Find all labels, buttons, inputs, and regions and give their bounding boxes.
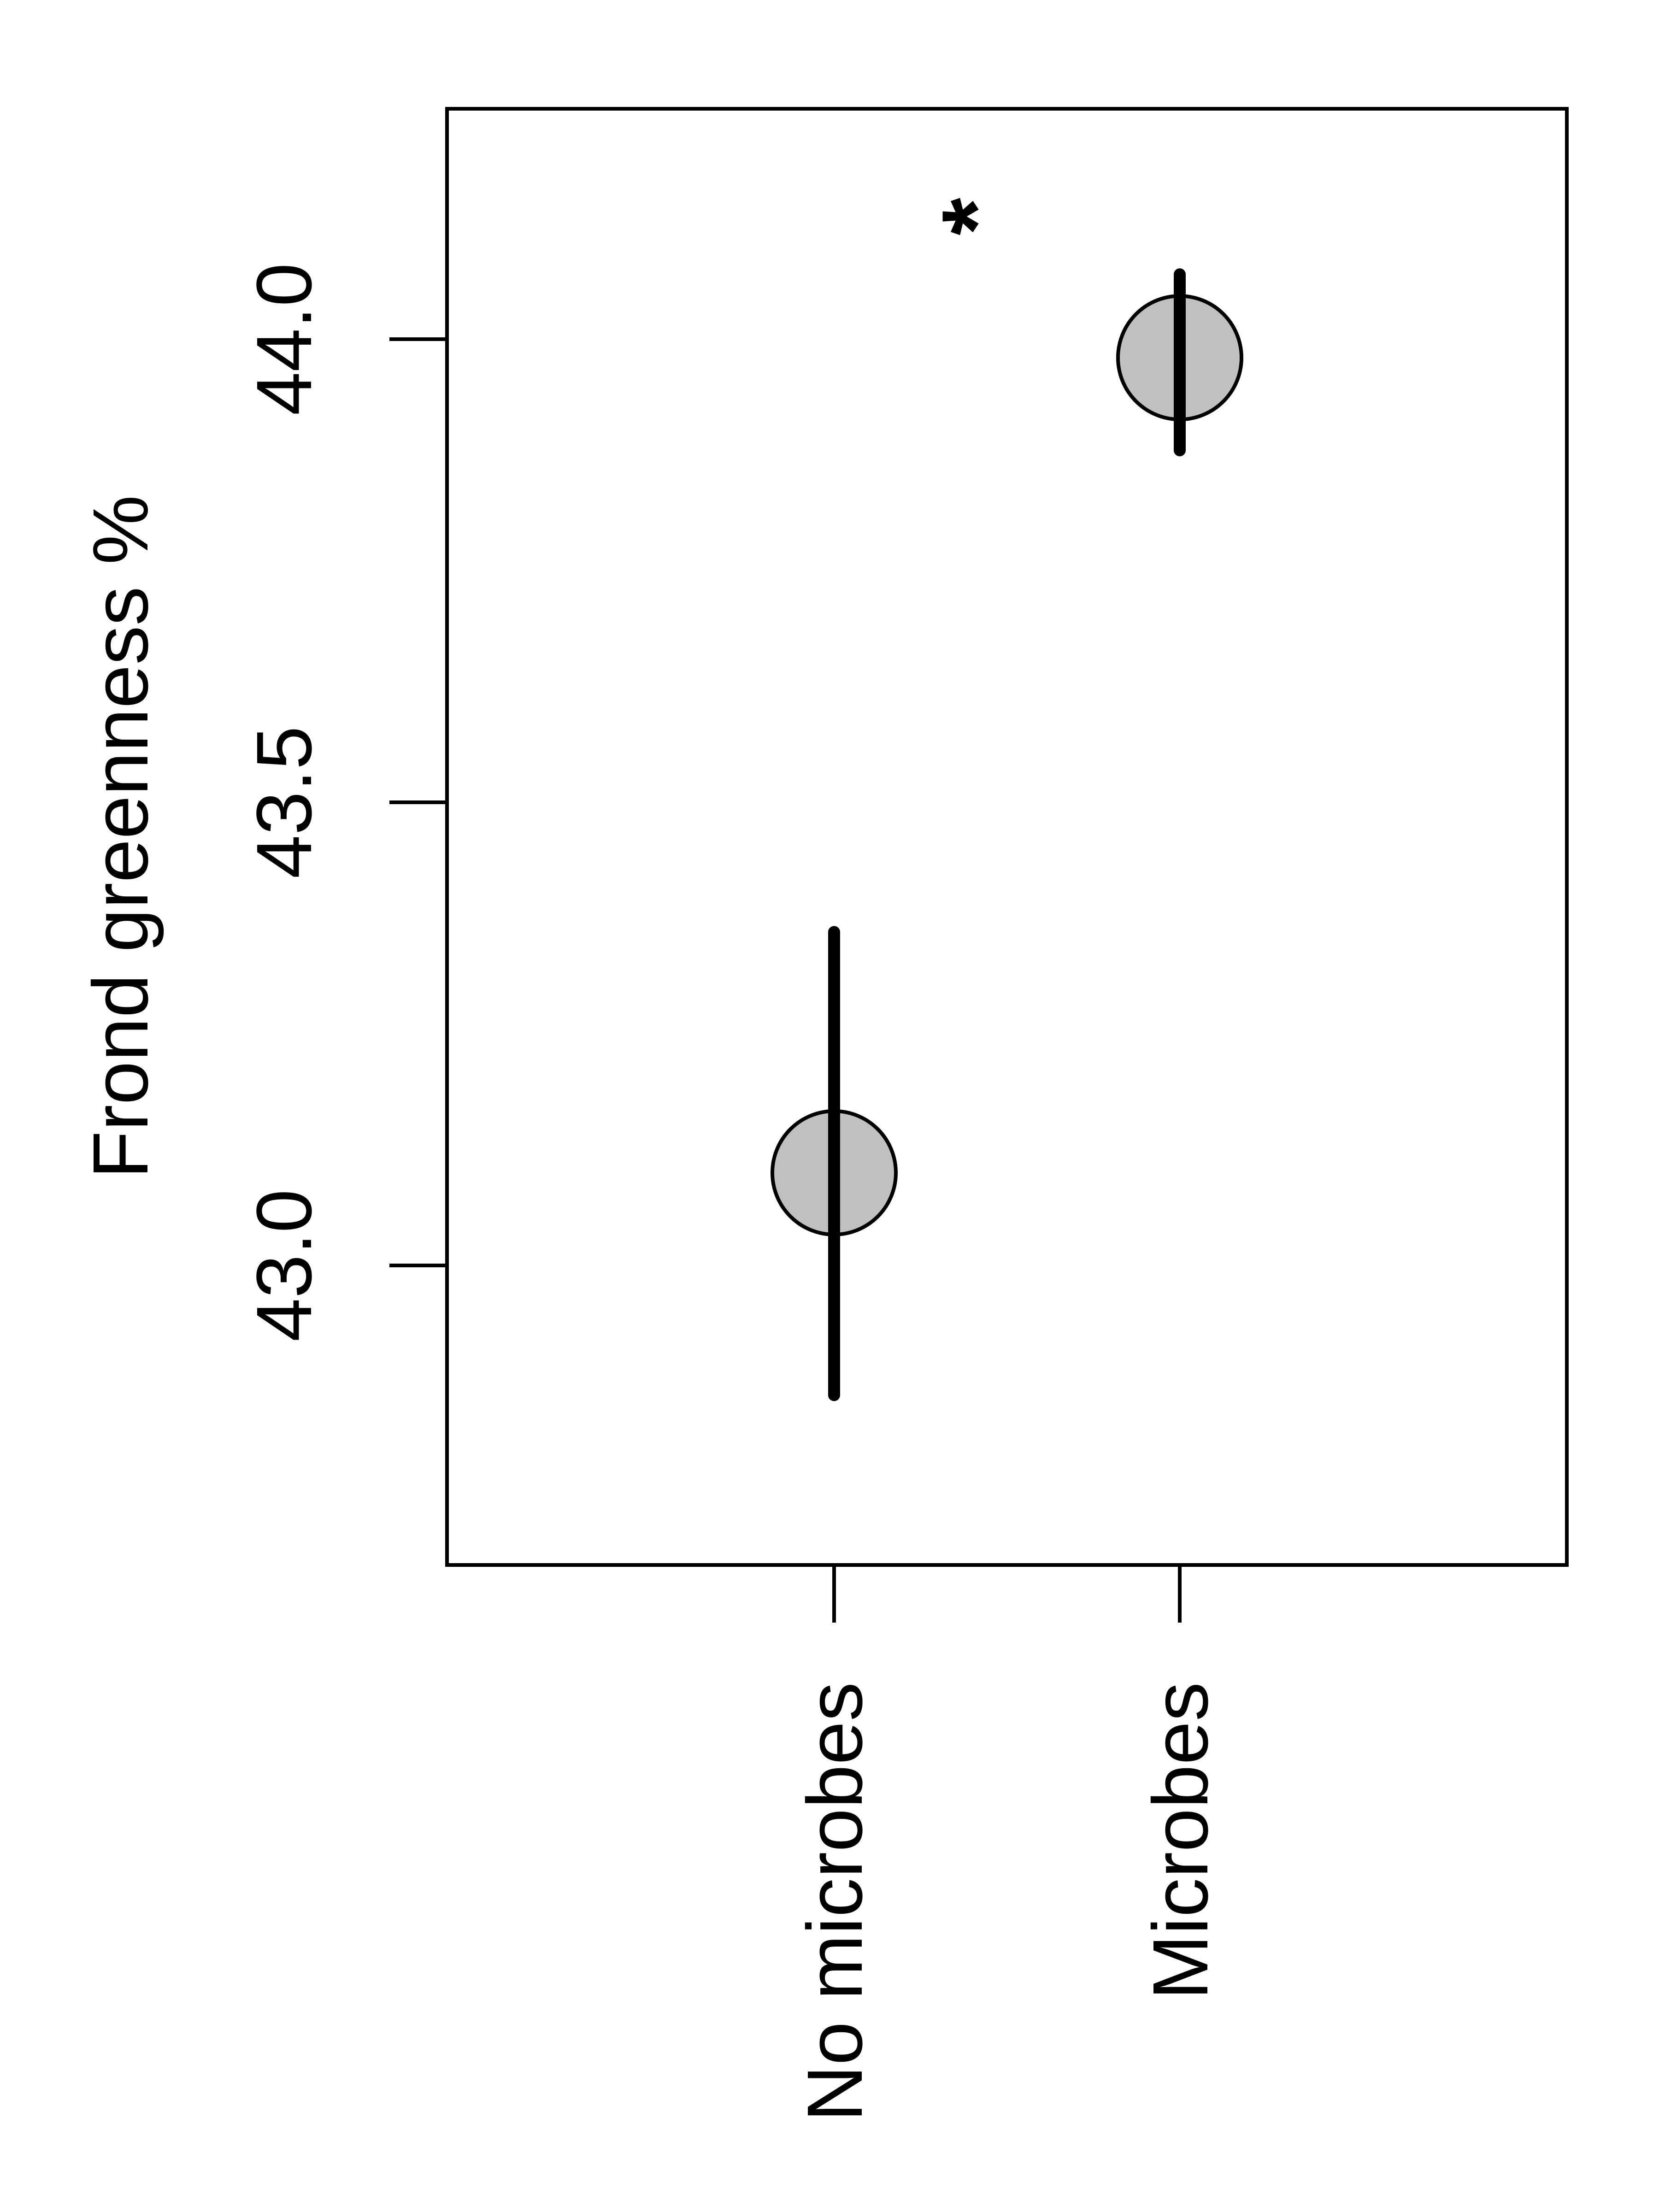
data-marks bbox=[771, 268, 1243, 1401]
x-axis-ticks: No microbes Microbes bbox=[791, 1565, 1224, 2122]
plot-frame bbox=[445, 107, 1569, 1567]
x-tick-label: Microbes bbox=[1137, 1682, 1224, 2000]
y-axis-ticks: 43.0 43.5 44.0 bbox=[241, 263, 447, 1342]
significance-annotation: * bbox=[922, 198, 1030, 235]
x-tick-label: No microbes bbox=[791, 1682, 879, 2122]
y-axis-label: Frond greenness % bbox=[77, 495, 165, 1179]
y-tick-label: 43.0 bbox=[241, 1189, 328, 1342]
y-tick-label: 44.0 bbox=[241, 263, 328, 416]
y-tick-label: 43.5 bbox=[241, 726, 328, 879]
